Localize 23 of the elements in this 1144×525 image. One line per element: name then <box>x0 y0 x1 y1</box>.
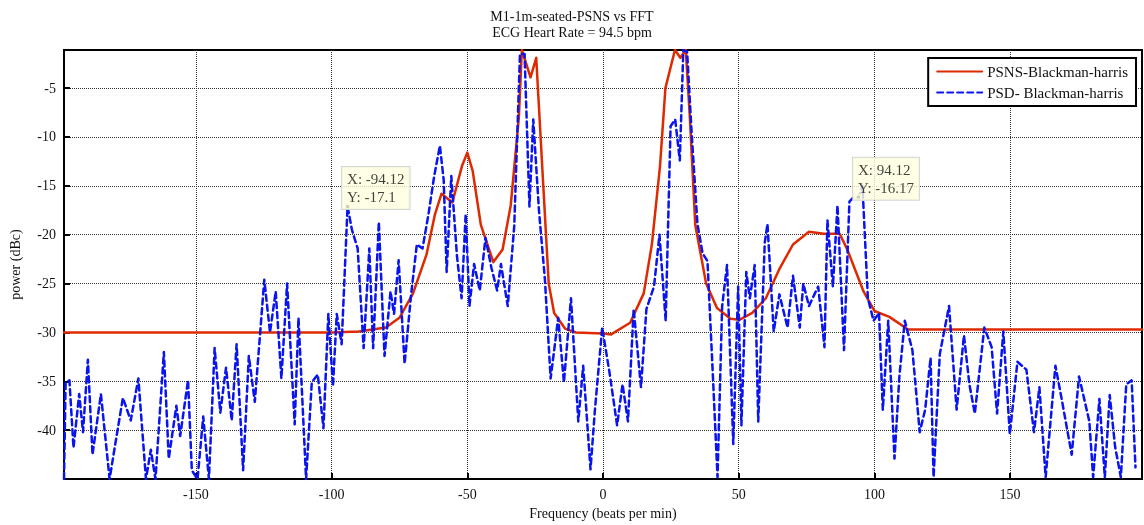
legend-label: PSD- Blackman-harris <box>987 84 1124 101</box>
x-axis-title: Frequency (beats per min) <box>529 505 677 522</box>
x-tick-label: 150 <box>999 486 1021 502</box>
legend-label: PSNS-Blackman-harris <box>987 63 1129 80</box>
y-tick-label: -25 <box>37 276 56 292</box>
x-tick-label: 0 <box>599 486 607 502</box>
x-tick-label: -100 <box>318 486 345 502</box>
y-tick-label: -5 <box>44 80 56 96</box>
y-tick-label: -10 <box>37 129 56 145</box>
annotation: X: -94.12 Y: -17.1 <box>347 170 405 205</box>
y-axis-title: power (dBc) <box>7 229 24 300</box>
x-tick-label: -150 <box>183 486 209 502</box>
y-tick-label: -20 <box>37 227 56 243</box>
y-tick-label: -40 <box>37 422 56 438</box>
y-tick-label: -35 <box>37 373 56 389</box>
chart-title: M1-1m-seated-PSNS vs FFT <box>490 8 655 24</box>
y-tick-label: -30 <box>37 324 56 340</box>
y-tick-label: -15 <box>37 178 56 194</box>
annotation: X: 94.12 Y: -16.17 <box>857 161 915 196</box>
x-tick-label: 100 <box>863 486 885 502</box>
x-tick-label: -50 <box>457 486 477 502</box>
x-tick-label: 50 <box>731 486 746 502</box>
chart-subtitle: ECG Heart Rate = 94.5 bpm <box>492 24 652 40</box>
